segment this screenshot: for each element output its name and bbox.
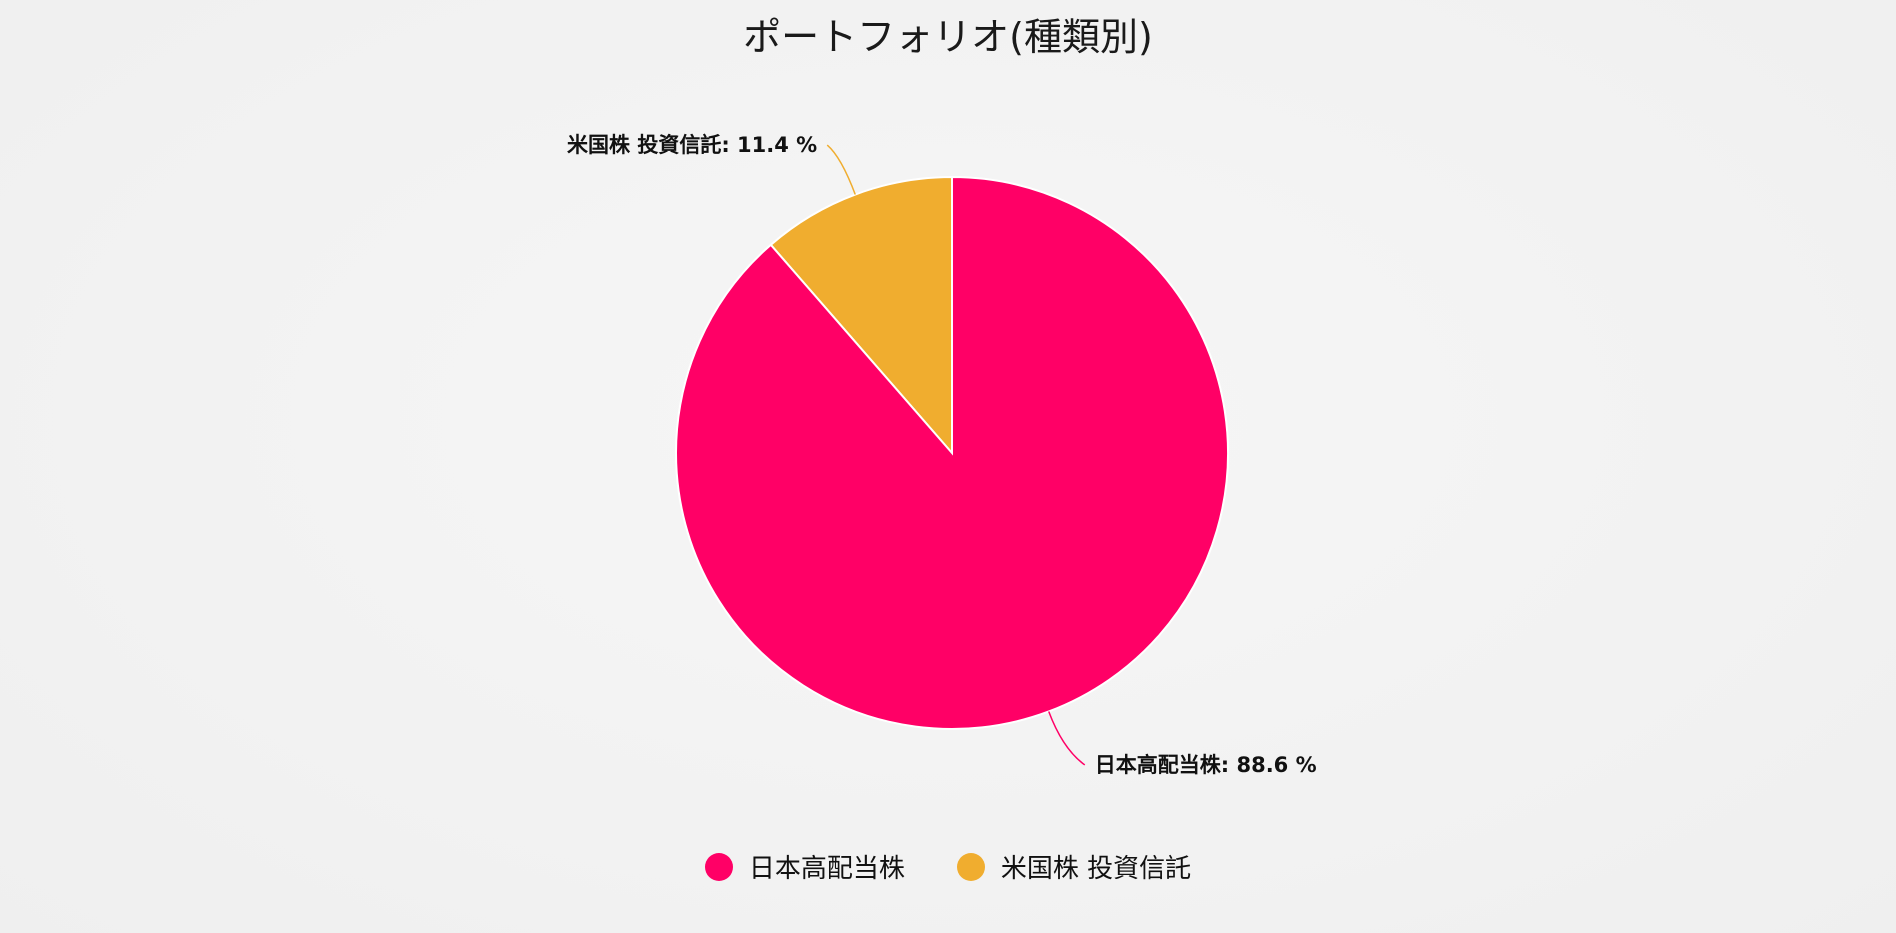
legend-label-japan-dividend: 日本高配当株	[748, 854, 905, 884]
pie-slice-0[interactable]	[769, 175, 953, 456]
pie-slices	[675, 175, 1229, 730]
legend-label-us-fund: 米国株 投資信託	[1000, 854, 1192, 884]
pie-slice-1[interactable]	[675, 175, 1229, 730]
slice-labels: 米国株 投資信託: 11.4 % 日本高配当株: 88.6 %	[567, 133, 1317, 777]
legend-item-japan-dividend[interactable]: 日本高配当株	[704, 848, 905, 885]
chart-legend: 日本高配当株 米国株 投資信託	[0, 848, 1896, 885]
leader-line-0	[826, 144, 856, 195]
legend-marker-us-fund	[956, 852, 985, 881]
legend-marker-japan-dividend	[704, 852, 733, 881]
slice-label-1: 日本高配当株: 88.6 %	[1095, 753, 1317, 777]
legend-item-us-fund[interactable]: 米国株 投資信託	[956, 848, 1192, 885]
chart-title: ポートフォリオ(種類別)	[743, 15, 1153, 59]
slice-label-0: 米国株 投資信託: 11.4 %	[567, 133, 817, 157]
leader-line-1	[1048, 711, 1086, 766]
label-leader-lines	[826, 144, 1086, 766]
